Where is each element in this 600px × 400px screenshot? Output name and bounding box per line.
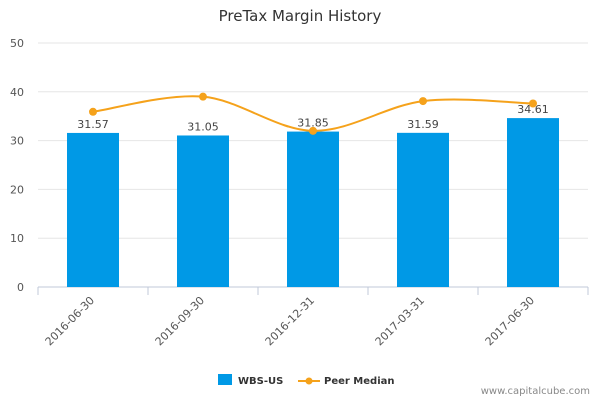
bar [67, 132, 119, 287]
x-tick-label: 2017-06-30 [483, 294, 537, 348]
legend[interactable]: WBS-US Peer Median [218, 374, 395, 387]
x-tick-label: 2016-12-31 [263, 294, 317, 348]
peer-median-point [199, 92, 207, 101]
legend-label-wbs: WBS-US [238, 376, 283, 387]
bar [177, 135, 229, 287]
peer-median-point [529, 99, 537, 108]
data-label: 31.57 [77, 118, 109, 131]
peer-median-point [89, 107, 97, 116]
bar [507, 118, 559, 287]
x-tick-label: 2017-03-31 [373, 294, 427, 348]
bar-series [67, 118, 559, 287]
data-label: 31.85 [297, 117, 329, 130]
x-axis: 2016-06-30 2016-09-30 2016-12-31 2017-03-31… [37, 286, 589, 348]
x-tick-label: 2016-09-30 [153, 294, 207, 348]
y-tick-label: 50 [10, 37, 24, 50]
y-tick-label: 20 [10, 183, 24, 196]
peer-median-point [419, 97, 427, 106]
x-tick-label: 2016-06-30 [43, 294, 97, 348]
peer-median-series [89, 92, 537, 135]
watermark: www.capitalcube.com [481, 386, 590, 397]
chart-title: PreTax Margin History [219, 7, 382, 25]
data-label: 34.61 [517, 103, 549, 116]
y-tick-label: 30 [10, 135, 24, 148]
bar [287, 131, 339, 287]
data-label: 31.59 [407, 118, 439, 131]
y-tick-label: 40 [10, 86, 24, 99]
data-label: 31.05 [187, 120, 219, 133]
y-tick-label: 10 [10, 232, 24, 245]
legend-swatch-peer-dot [305, 377, 313, 385]
data-labels: 31.57 31.05 31.85 31.59 34.61 [77, 103, 549, 133]
y-tick-label: 0 [17, 281, 24, 294]
y-axis: 0 10 20 30 40 50 [10, 37, 24, 294]
legend-label-peer: Peer Median [324, 376, 395, 387]
legend-swatch-wbs [218, 374, 232, 385]
peer-median-point [309, 126, 317, 135]
bar [397, 132, 449, 287]
